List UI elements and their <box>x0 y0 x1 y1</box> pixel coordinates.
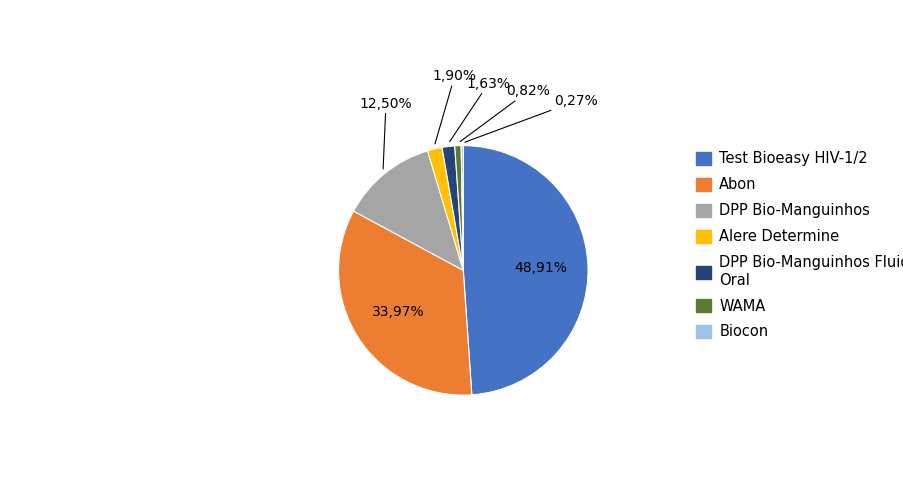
Text: 33,97%: 33,97% <box>371 305 424 319</box>
Wedge shape <box>461 146 463 270</box>
Text: 1,63%: 1,63% <box>449 77 509 142</box>
Text: 0,82%: 0,82% <box>460 84 550 141</box>
Wedge shape <box>353 151 463 270</box>
Text: 48,91%: 48,91% <box>514 260 566 275</box>
Wedge shape <box>442 146 463 270</box>
Text: 12,50%: 12,50% <box>359 97 412 169</box>
Legend: Test Bioeasy HIV-1/2, Abon, DPP Bio-Manguinhos, Alere Determine, DPP Bio-Manguin: Test Bioeasy HIV-1/2, Abon, DPP Bio-Mang… <box>689 146 903 345</box>
Text: 1,90%: 1,90% <box>433 69 476 144</box>
Wedge shape <box>427 147 463 270</box>
Wedge shape <box>454 146 463 270</box>
Wedge shape <box>462 146 587 395</box>
Text: 0,27%: 0,27% <box>464 94 597 142</box>
Wedge shape <box>339 211 471 395</box>
